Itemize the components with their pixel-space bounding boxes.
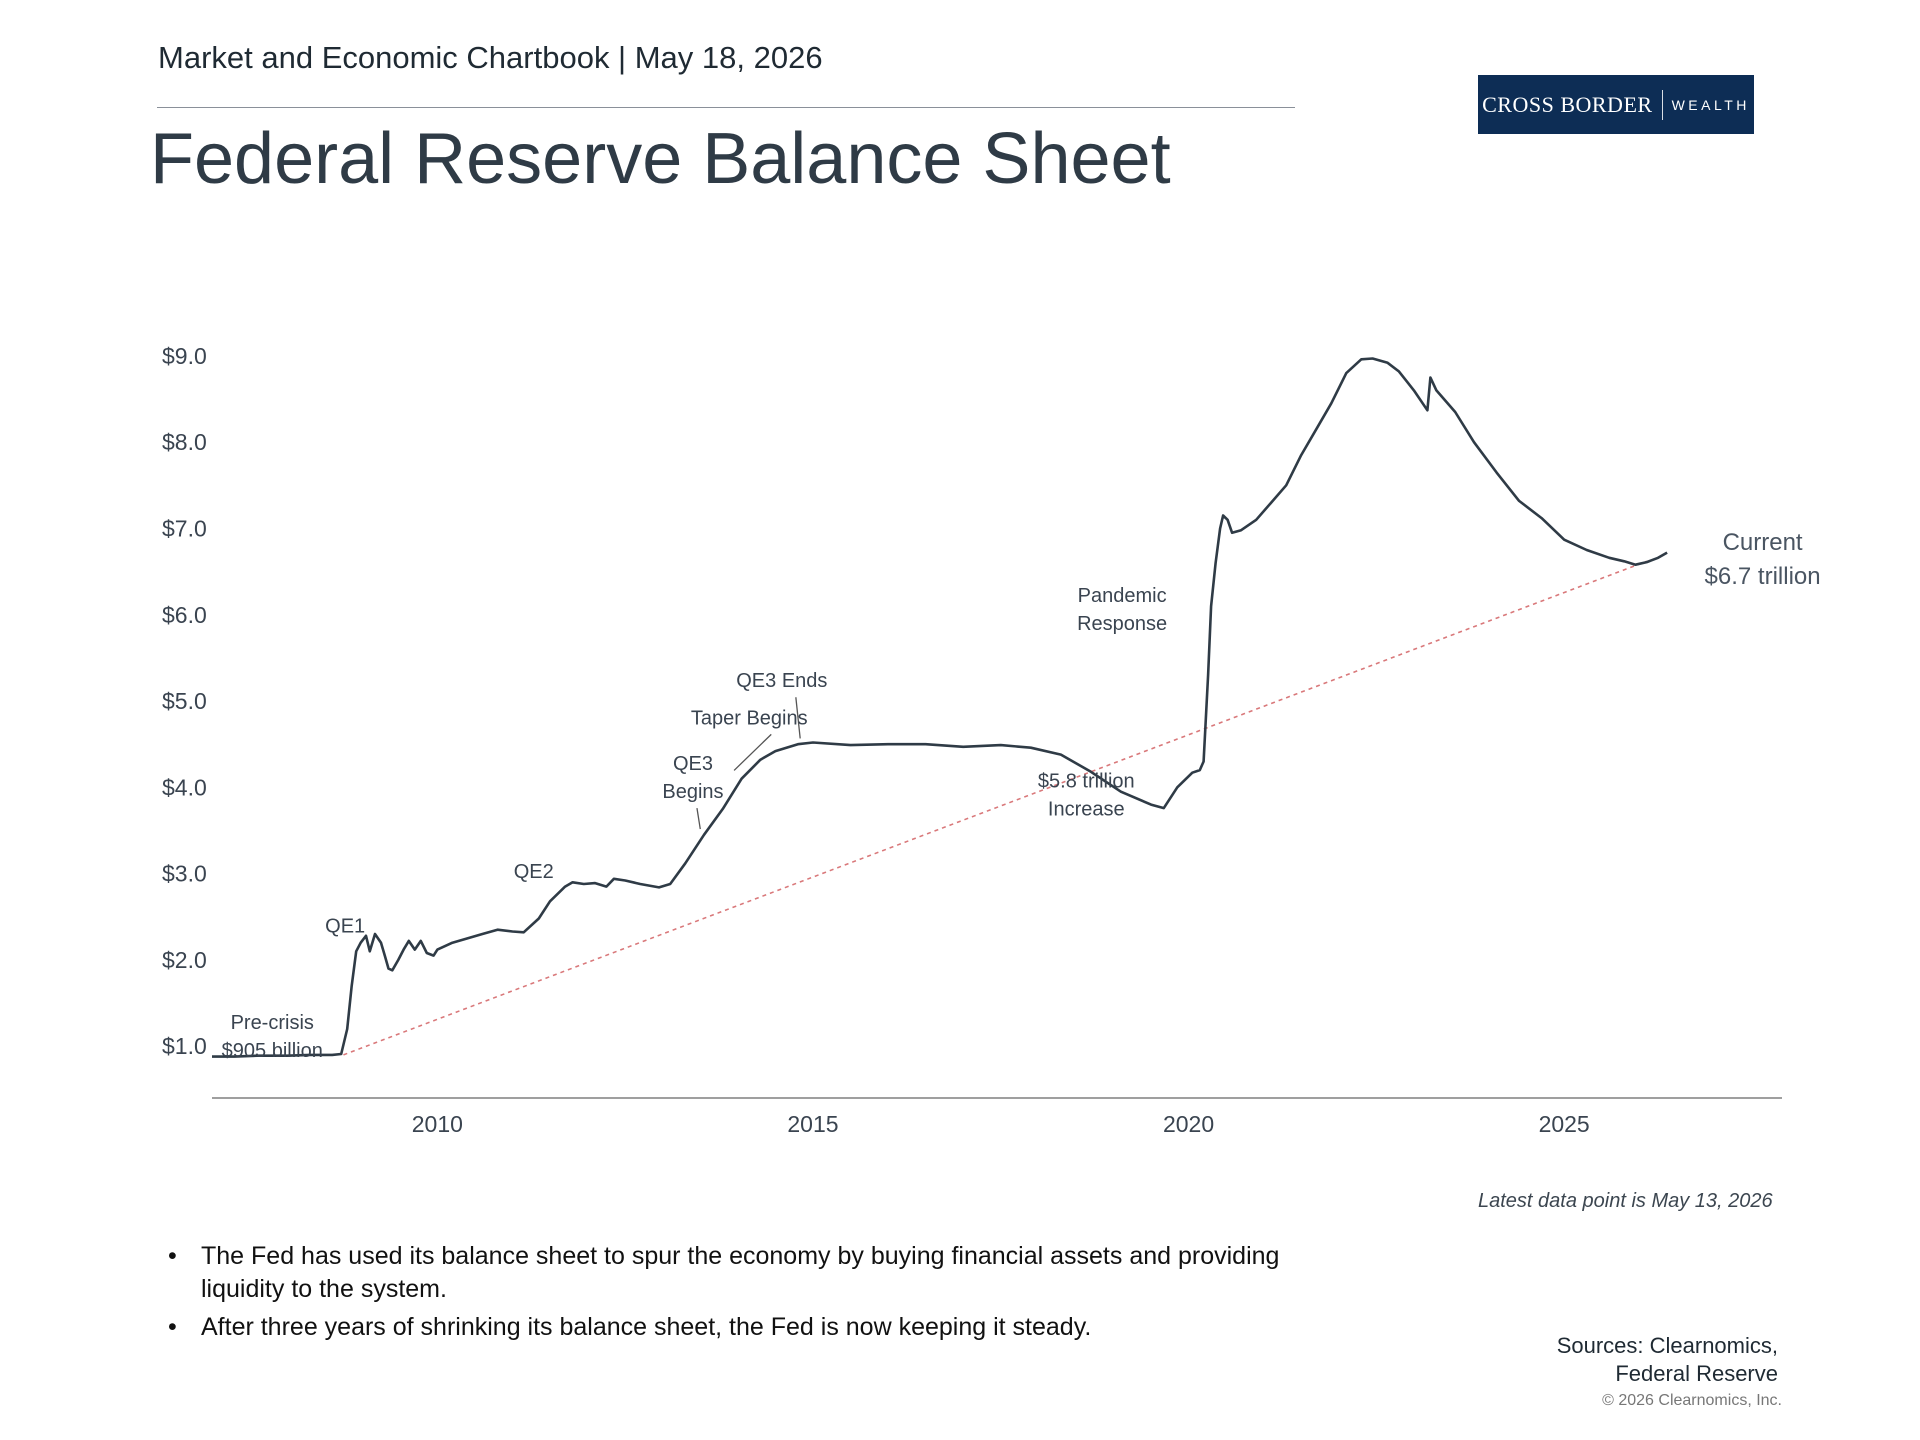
annotation-text: $5.8 trillion bbox=[1038, 770, 1135, 792]
annotation-text: QE3 Ends bbox=[736, 670, 827, 692]
annotation-current: Current $6.7 trillion bbox=[1705, 529, 1821, 590]
page-title: Federal Reserve Balance Sheet bbox=[150, 119, 1171, 199]
trend-line bbox=[343, 560, 1648, 1056]
x-tick-label: 2015 bbox=[787, 1111, 838, 1137]
annotation-text: Current bbox=[1723, 529, 1803, 556]
x-tick-label: 2025 bbox=[1539, 1111, 1590, 1137]
commentary-item: The Fed has used its balance sheet to sp… bbox=[168, 1240, 1308, 1306]
annotation-pre-crisis: Pre-crisis $905 billion bbox=[222, 1012, 323, 1062]
annotation-pointers bbox=[696, 697, 801, 830]
x-tick-label: 2020 bbox=[1163, 1111, 1214, 1137]
annotation-text: Taper Begins bbox=[691, 707, 808, 729]
annotation-text: Pandemic bbox=[1078, 585, 1167, 607]
brand-logo: CROSS BORDER WEALTH bbox=[1478, 75, 1754, 134]
annotation-text: Begins bbox=[662, 781, 723, 803]
y-tick-label: $2.0 bbox=[162, 947, 207, 973]
annotation-text: QE2 bbox=[514, 861, 554, 883]
y-tick-label: $1.0 bbox=[162, 1033, 207, 1059]
chartbook-subtitle: Market and Economic Chartbook | May 18, … bbox=[158, 40, 823, 75]
copyright: © 2026 Clearnomics, Inc. bbox=[1602, 1392, 1782, 1409]
y-tick-label: $7.0 bbox=[162, 515, 207, 541]
chart-annotations: Pre-crisis $905 billion QE1 QE2 QE3 Begins Tap… bbox=[222, 529, 1821, 1062]
latest-data-note: Latest data point is May 13, 2026 bbox=[1478, 1190, 1773, 1212]
logo-separator bbox=[1661, 89, 1663, 120]
sources: Sources: Clearnomics, Federal Reserve bbox=[1557, 1332, 1778, 1388]
annotation-qe2: QE2 bbox=[514, 861, 554, 883]
annotation-text: $905 billion bbox=[222, 1040, 323, 1062]
annotation-text: Pre-crisis bbox=[231, 1012, 314, 1034]
series-line bbox=[212, 357, 1668, 1058]
annotation-pointer bbox=[795, 697, 801, 739]
annotation-pointer bbox=[696, 807, 701, 830]
x-tick-label: 2010 bbox=[412, 1111, 463, 1137]
annotation-pandemic: Pandemic Response bbox=[1077, 585, 1167, 635]
balance-sheet-chart: $1.0 $2.0 $3.0 $4.0 $5.0 $6.0 $7.0 $8.0 $9.0 201… bbox=[162, 343, 1821, 1137]
y-tick-label: $3.0 bbox=[162, 861, 207, 887]
annotation-pointer bbox=[733, 733, 772, 771]
annotation-qe1: QE1 bbox=[325, 915, 365, 937]
logo-name: CROSS BORDER bbox=[1482, 91, 1653, 117]
y-tick-label: $8.0 bbox=[162, 429, 207, 455]
annotation-text: QE1 bbox=[325, 915, 365, 937]
annotation-text: Increase bbox=[1048, 798, 1125, 820]
sources-line: Federal Reserve bbox=[1615, 1361, 1778, 1386]
commentary-item: After three years of shrinking its balan… bbox=[168, 1311, 1308, 1344]
annotation-increase: $5.8 trillion Increase bbox=[1038, 770, 1135, 820]
logo-tagline: WEALTH bbox=[1671, 96, 1750, 113]
x-axis-ticks: 2010 2015 2020 2025 bbox=[412, 1111, 1590, 1137]
annotation-text: Response bbox=[1077, 613, 1167, 635]
y-tick-label: $9.0 bbox=[162, 343, 207, 369]
annotation-taper-begins: Taper Begins bbox=[691, 707, 808, 729]
annotation-qe3-begins: QE3 Begins bbox=[662, 753, 723, 803]
annotation-qe3-ends: QE3 Ends bbox=[736, 670, 827, 692]
annotation-text: QE3 bbox=[673, 753, 713, 775]
sources-line: Sources: Clearnomics, bbox=[1556, 1333, 1778, 1358]
header-divider bbox=[157, 107, 1295, 108]
y-axis-ticks: $1.0 $2.0 $3.0 $4.0 $5.0 $6.0 $7.0 $8.0 $9.0 bbox=[162, 343, 207, 1059]
y-tick-label: $4.0 bbox=[162, 774, 207, 800]
annotation-text: $6.7 trillion bbox=[1705, 563, 1821, 590]
y-tick-label: $6.0 bbox=[162, 602, 207, 628]
commentary-list: The Fed has used its balance sheet to sp… bbox=[168, 1240, 1308, 1349]
y-tick-label: $5.0 bbox=[162, 688, 207, 714]
